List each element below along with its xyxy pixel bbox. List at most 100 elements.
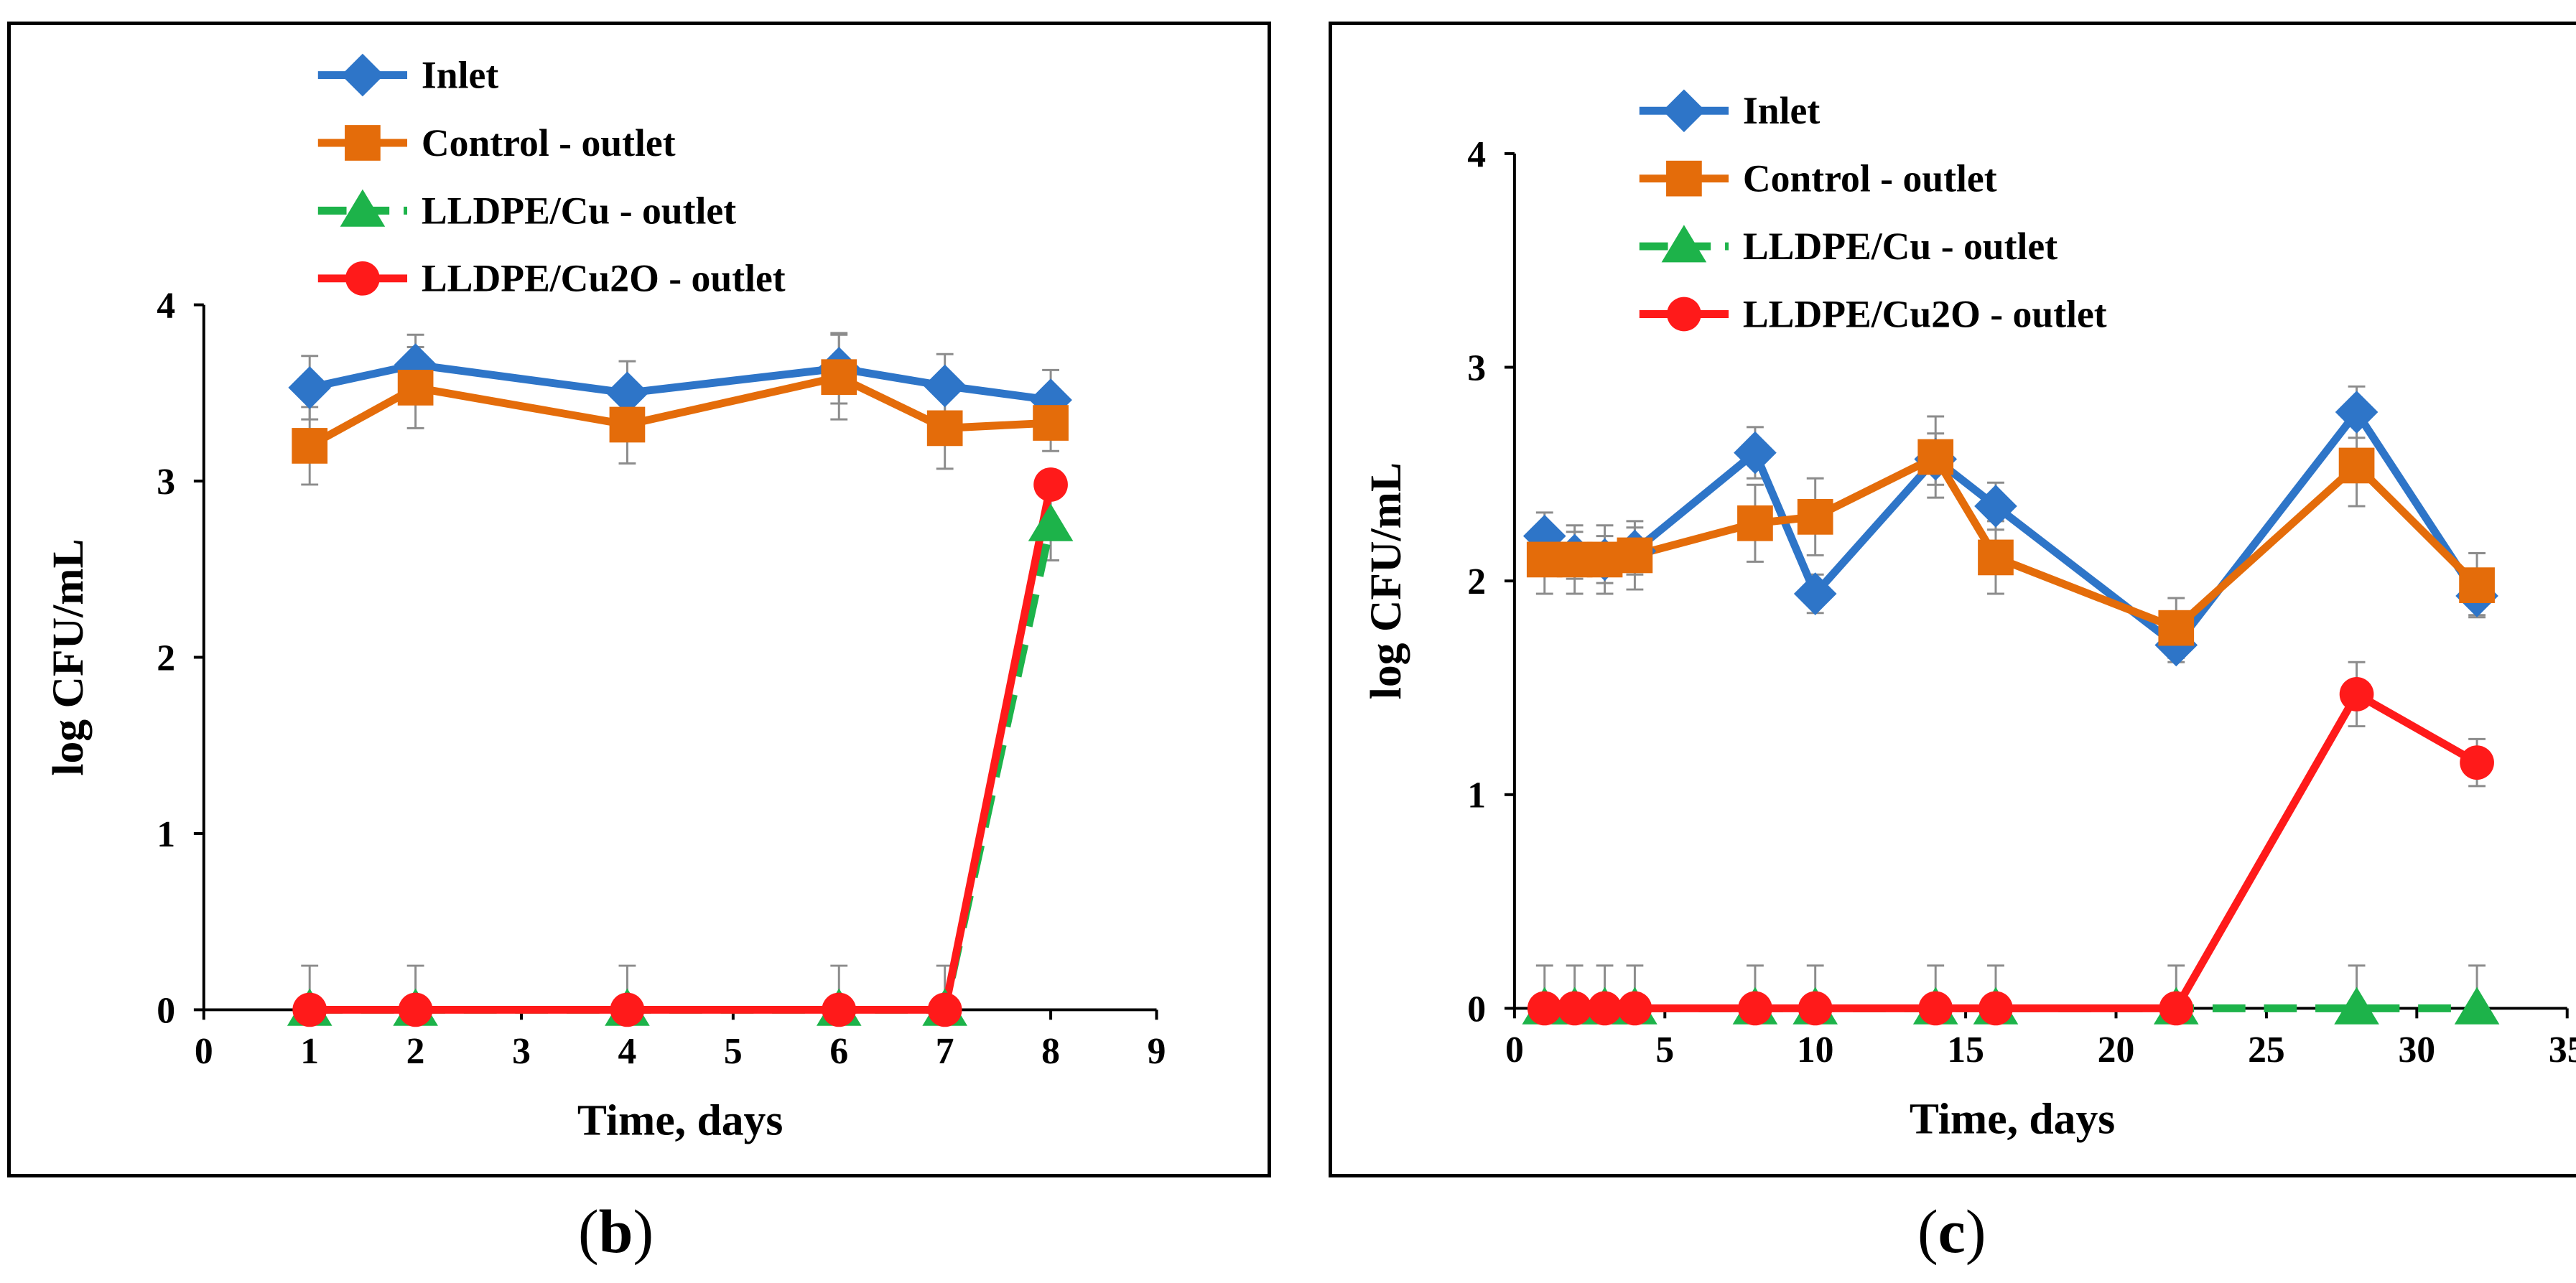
data-point-lldpe-cu2o-outlet-c [1979,991,2013,1026]
series-line-lldpe-cu-outlet-b [310,524,1055,1014]
data-point-control-outlet-c [1586,541,1623,578]
x-tick-label-b: 8 [1041,1031,1060,1072]
data-point-control-outlet-b [292,428,328,464]
x-tick-label-c: 15 [1947,1030,1984,1070]
y-tick-label-c: 2 [1467,561,1486,602]
x-tick-label-c: 30 [2398,1030,2435,1070]
x-tick-label-b: 5 [724,1031,743,1072]
x-tick-label-c: 5 [1655,1030,1674,1070]
panel-label-c: (c) [1917,1197,1986,1266]
data-point-inlet-b [923,364,967,408]
y-tick-label-b: 2 [157,638,175,678]
x-tick-label-b: 6 [829,1031,848,1072]
legend-marker-lldpe-cu-outlet-c [1661,225,1707,263]
data-point-control-outlet-c [1617,537,1653,574]
data-point-inlet-b [288,366,332,409]
series-line-lldpe-cu2o-outlet-b [310,483,1055,1014]
x-tick-label-b: 7 [936,1031,954,1072]
data-point-control-outlet-c [1797,499,1833,535]
legend-marker-control-outlet-c [1666,160,1702,197]
chart-panel-c: 0 1 2 3 4 0 5 10 15 20 25 30 35 Time, days log CFU/mL I… [1329,22,2576,1177]
y-axis-label-b: log CFU/mL [44,538,93,775]
data-point-lldpe-cu2o-outlet-c [2339,677,2374,712]
x-tick-label-b: 0 [195,1031,213,1072]
data-point-lldpe-cu2o-outlet-c [1738,991,1772,1026]
data-point-control-outlet-c [2459,567,2495,603]
data-point-lldpe-cu-outlet-b [1028,503,1074,541]
data-point-lldpe-cu2o-outlet-c [1587,991,1622,1026]
panel-label-b: (b) [578,1197,654,1266]
x-tick-label-b: 1 [300,1031,319,1072]
y-tick-label-b: 0 [157,990,175,1031]
chart-c-svg: 0 1 2 3 4 0 5 10 15 20 25 30 35 Time, days log CFU/mL I… [1362,89,2576,1143]
x-axis-label-b: Time, days [577,1096,783,1144]
data-point-control-outlet-b [397,370,434,406]
data-point-control-outlet-b [609,406,646,443]
data-point-lldpe-cu-outlet-c [2334,986,2379,1025]
x-tick-label-c: 0 [1505,1030,1524,1070]
y-tick-label-b: 3 [157,462,175,503]
data-point-lldpe-cu2o-outlet-c [1557,991,1592,1026]
x-tick-label-b: 9 [1148,1031,1166,1072]
data-point-control-outlet-c [2338,447,2375,484]
x-tick-label-c: 25 [2248,1030,2285,1070]
x-tick-label-b: 3 [512,1031,531,1072]
data-point-lldpe-cu2o-outlet-b [822,992,857,1027]
x-tick-label-b: 2 [406,1031,425,1072]
data-point-inlet-b [605,371,649,415]
chart-b-svg: 0 1 2 3 4 0 1 2 3 4 5 6 7 8 9 Time, days log CFU/mL Inlet… [44,53,1166,1144]
data-point-lldpe-cu2o-outlet-b [927,992,962,1027]
data-point-lldpe-cu2o-outlet-c [2460,745,2494,780]
legend-marker-lldpe-cu-outlet-b [340,189,386,227]
data-point-lldpe-cu2o-outlet-b [398,992,433,1027]
legend-label-lldpe-cu2o-outlet-c: LLDPE/Cu2O - outlet [1743,292,2107,335]
data-point-control-outlet-c [1978,539,2014,576]
data-point-lldpe-cu2o-outlet-b [1033,467,1068,502]
x-tick-label-c: 35 [2549,1030,2576,1070]
y-tick-label-c: 1 [1467,775,1486,816]
data-point-control-outlet-b [926,410,963,447]
legend-label-control-outlet-b: Control - outlet [422,121,676,164]
y-tick-label-c: 3 [1467,347,1486,388]
data-point-lldpe-cu2o-outlet-c [1918,991,1953,1026]
legend-label-lldpe-cu-outlet-c: LLDPE/Cu - outlet [1743,225,2057,268]
data-point-lldpe-cu2o-outlet-b [610,992,645,1027]
x-tick-label-c: 10 [1797,1030,1834,1070]
y-tick-label-b: 4 [157,285,175,326]
legend-label-lldpe-cu2o-outlet-b: LLDPE/Cu2O - outlet [422,257,786,300]
y-tick-label-c: 0 [1467,989,1486,1030]
data-point-control-outlet-b [1033,405,1069,441]
y-tick-label-b: 1 [157,814,175,855]
legend-marker-inlet-c [1663,89,1706,133]
legend-label-inlet-c: Inlet [1743,89,1820,132]
legend-marker-lldpe-cu2o-outlet-b [345,261,380,296]
data-point-lldpe-cu2o-outlet-c [1527,991,1562,1026]
y-axis-label-c: log CFU/mL [1362,462,1410,699]
y-tick-label-c: 4 [1467,134,1486,175]
legend-label-lldpe-cu-outlet-b: LLDPE/Cu - outlet [422,189,736,232]
x-tick-label-b: 4 [618,1031,637,1072]
data-point-lldpe-cu2o-outlet-b [292,992,327,1027]
legend-label-control-outlet-c: Control - outlet [1743,157,1997,200]
legend-marker-control-outlet-b [345,125,381,161]
data-point-control-outlet-c [1917,439,1954,475]
data-point-lldpe-cu2o-outlet-c [1798,991,1833,1026]
legend-label-inlet-b: Inlet [422,53,498,96]
series-line-lldpe-cu2o-outlet-c [1544,690,2479,1012]
x-tick-label-c: 20 [2098,1030,2135,1070]
data-point-lldpe-cu2o-outlet-c [2159,991,2194,1026]
x-axis-label-c: Time, days [1910,1094,2115,1143]
legend-marker-lldpe-cu2o-outlet-c [1667,297,1701,332]
data-point-control-outlet-c [1737,505,1773,541]
data-point-lldpe-cu-outlet-c [2454,986,2500,1025]
chart-panel-b: 0 1 2 3 4 0 1 2 3 4 5 6 7 8 9 Time, days log CFU/mL Inlet… [7,22,1271,1177]
series-line-inlet-c [1542,408,2480,649]
data-point-control-outlet-c [2158,610,2195,646]
panel-label-c-letter: c [1938,1197,1966,1266]
panel-label-b-letter: b [598,1197,633,1266]
data-point-control-outlet-c [1526,541,1563,578]
data-point-lldpe-cu2o-outlet-c [1617,991,1652,1026]
data-point-control-outlet-c [1556,541,1593,578]
data-point-control-outlet-b [821,359,857,396]
legend-marker-inlet-b [341,53,384,97]
